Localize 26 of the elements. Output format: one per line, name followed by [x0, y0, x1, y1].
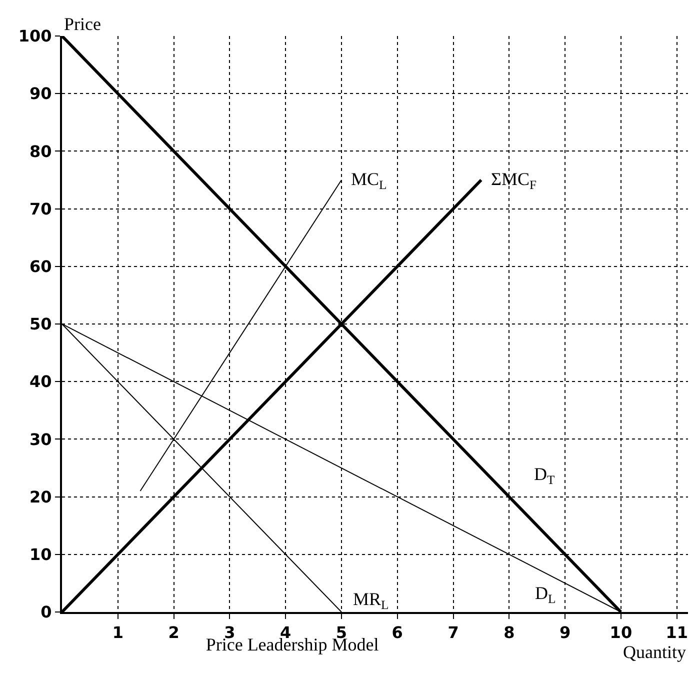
x-tick-label: 2: [168, 623, 180, 642]
y-tick-label: 50: [30, 314, 52, 334]
y-tick-label: 80: [30, 142, 52, 161]
series-label: D$_{T}$: [534, 464, 555, 487]
x-tick-label: 9: [559, 623, 571, 642]
series-label: MC$_{L}$: [351, 169, 387, 192]
x-axis-title: Quantity: [623, 642, 686, 662]
y-tick-label: 100: [18, 26, 52, 46]
series-label: ΣMC$_{F}$: [491, 169, 537, 192]
x-tick-label: 10: [610, 623, 632, 642]
x-tick-label: 8: [504, 623, 515, 642]
series-label: D$_{L}$: [535, 583, 556, 606]
series-label: MR$_{L}$: [353, 589, 389, 612]
y-axis-title: Price: [64, 14, 101, 34]
y-tick-label: 90: [30, 84, 52, 104]
y-tick-label: 30: [30, 430, 52, 449]
x-tick-label: 1: [112, 623, 124, 642]
y-tick-label: 20: [30, 487, 52, 506]
x-tick-label: 11: [666, 623, 688, 642]
y-tick-label: 40: [30, 372, 52, 392]
y-tick-label: 0: [40, 602, 52, 622]
x-tick-label: 7: [448, 623, 459, 642]
y-tick-label: 70: [30, 199, 52, 218]
y-tick-label: 60: [30, 257, 52, 276]
x-tick-label: 6: [392, 623, 403, 642]
y-tick-label: 10: [30, 545, 52, 564]
